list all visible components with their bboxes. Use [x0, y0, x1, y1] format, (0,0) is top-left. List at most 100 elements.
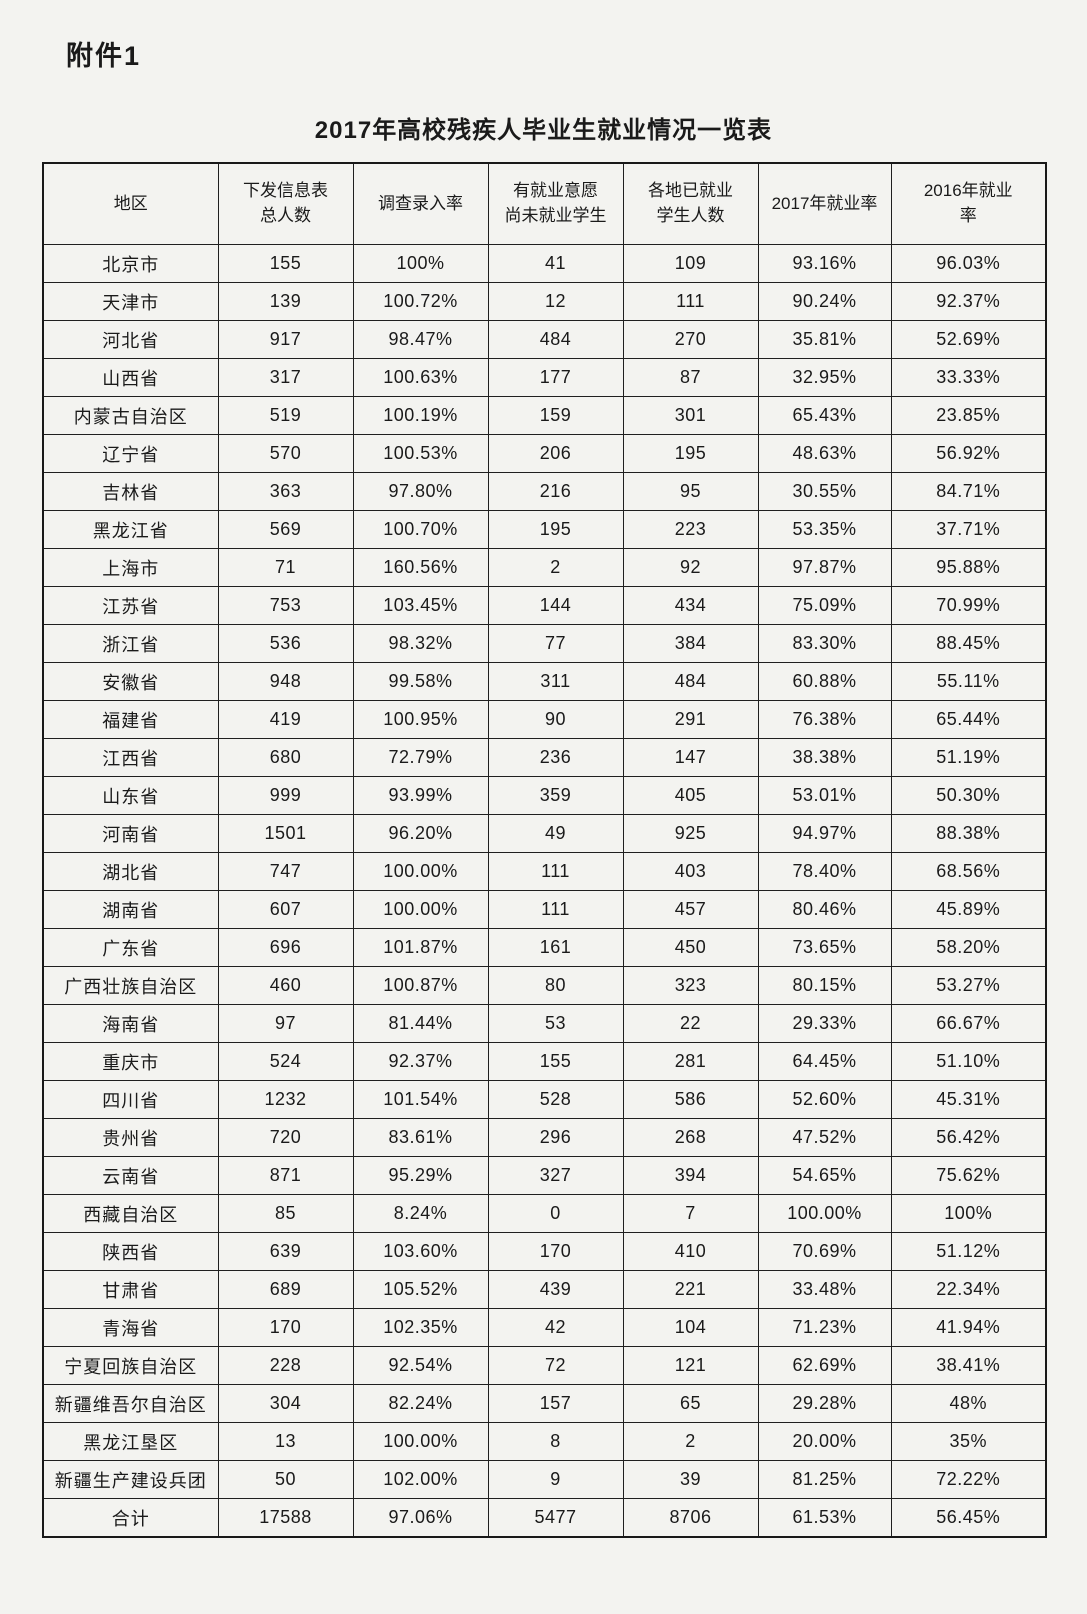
value-cell: 73.65%	[757, 928, 892, 967]
value-cell: 13	[217, 1422, 354, 1461]
value-cell: 30.55%	[757, 472, 892, 511]
table-row: 新疆维吾尔自治区 304 82.24% 157 65 29.28% 48%	[42, 1384, 1047, 1423]
table-header-row: 地区 下发信息表 总人数 调查录入率 有就业意愿 尚未就业学生 各地已就业 学生人数 20…	[42, 162, 1047, 245]
value-cell: 696	[217, 928, 354, 967]
table-row: 云南省 871 95.29% 327 394 54.65% 75.62%	[42, 1156, 1047, 1195]
value-cell: 72	[487, 1346, 624, 1385]
value-cell: 80.15%	[757, 966, 892, 1005]
value-cell: 155	[217, 244, 354, 283]
value-cell: 38.41%	[890, 1346, 1047, 1385]
value-cell: 304	[217, 1384, 354, 1423]
value-cell: 48.63%	[757, 434, 892, 473]
column-header: 地区	[42, 162, 219, 245]
attachment-label: 附件1	[66, 41, 142, 71]
value-cell: 291	[622, 700, 759, 739]
value-cell: 2	[622, 1422, 759, 1461]
table-row: 广西壮族自治区 460 100.87% 80 323 80.15% 53.27%	[42, 966, 1047, 1005]
value-cell: 65	[622, 1384, 759, 1423]
value-cell: 90.24%	[757, 282, 892, 321]
value-cell: 206	[487, 434, 624, 473]
region-cell: 西藏自治区	[42, 1194, 219, 1233]
region-cell: 辽宁省	[42, 434, 219, 473]
region-cell: 青海省	[42, 1308, 219, 1347]
value-cell: 38.38%	[757, 738, 892, 777]
value-cell: 53.27%	[890, 966, 1047, 1005]
value-cell: 22.34%	[890, 1270, 1047, 1309]
region-cell: 新疆生产建设兵团	[42, 1460, 219, 1499]
region-cell: 黑龙江省	[42, 510, 219, 549]
value-cell: 109	[622, 244, 759, 283]
value-cell: 680	[217, 738, 354, 777]
value-cell: 82.24%	[352, 1384, 489, 1423]
value-cell: 2	[487, 548, 624, 587]
value-cell: 70.69%	[757, 1232, 892, 1271]
region-cell: 河北省	[42, 320, 219, 359]
value-cell: 528	[487, 1080, 624, 1119]
column-header: 各地已就业 学生人数	[622, 162, 759, 245]
value-cell: 88.45%	[890, 624, 1047, 663]
value-cell: 97.87%	[757, 548, 892, 587]
value-cell: 100.00%	[352, 852, 489, 891]
value-cell: 80	[487, 966, 624, 1005]
table-row: 吉林省 363 97.80% 216 95 30.55% 84.71%	[42, 472, 1047, 511]
region-cell: 贵州省	[42, 1118, 219, 1157]
value-cell: 111	[487, 852, 624, 891]
value-cell: 236	[487, 738, 624, 777]
region-cell: 湖北省	[42, 852, 219, 891]
value-cell: 871	[217, 1156, 354, 1195]
value-cell: 60.88%	[757, 662, 892, 701]
value-cell: 56.42%	[890, 1118, 1047, 1157]
value-cell: 569	[217, 510, 354, 549]
value-cell: 536	[217, 624, 354, 663]
region-cell: 黑龙江垦区	[42, 1422, 219, 1461]
value-cell: 159	[487, 396, 624, 435]
value-cell: 7	[622, 1194, 759, 1233]
table-row: 青海省 170 102.35% 42 104 71.23% 41.94%	[42, 1308, 1047, 1347]
value-cell: 64.45%	[757, 1042, 892, 1081]
table-row: 贵州省 720 83.61% 296 268 47.52% 56.42%	[42, 1118, 1047, 1157]
region-cell: 山西省	[42, 358, 219, 397]
table-row: 陕西省 639 103.60% 170 410 70.69% 51.12%	[42, 1232, 1047, 1271]
value-cell: 17588	[217, 1498, 354, 1538]
value-cell: 94.97%	[757, 814, 892, 853]
value-cell: 170	[217, 1308, 354, 1347]
employment-table: 地区 下发信息表 总人数 调查录入率 有就业意愿 尚未就业学生 各地已就业 学生人数 20…	[42, 162, 1047, 1538]
value-cell: 9	[487, 1460, 624, 1499]
value-cell: 92.37%	[890, 282, 1047, 321]
region-cell: 云南省	[42, 1156, 219, 1195]
value-cell: 56.45%	[890, 1498, 1047, 1538]
value-cell: 102.00%	[352, 1460, 489, 1499]
value-cell: 55.11%	[890, 662, 1047, 701]
value-cell: 51.19%	[890, 738, 1047, 777]
value-cell: 65.43%	[757, 396, 892, 435]
value-cell: 53.01%	[757, 776, 892, 815]
region-cell: 陕西省	[42, 1232, 219, 1271]
value-cell: 221	[622, 1270, 759, 1309]
value-cell: 96.20%	[352, 814, 489, 853]
value-cell: 100.00%	[352, 1422, 489, 1461]
value-cell: 317	[217, 358, 354, 397]
value-cell: 98.47%	[352, 320, 489, 359]
value-cell: 311	[487, 662, 624, 701]
value-cell: 100.63%	[352, 358, 489, 397]
value-cell: 161	[487, 928, 624, 967]
table-row: 江西省 680 72.79% 236 147 38.38% 51.19%	[42, 738, 1047, 777]
region-cell: 广西壮族自治区	[42, 966, 219, 1005]
value-cell: 410	[622, 1232, 759, 1271]
value-cell: 103.45%	[352, 586, 489, 625]
value-cell: 39	[622, 1460, 759, 1499]
table-row: 宁夏回族自治区 228 92.54% 72 121 62.69% 38.41%	[42, 1346, 1047, 1385]
value-cell: 12	[487, 282, 624, 321]
value-cell: 47.52%	[757, 1118, 892, 1157]
value-cell: 81.44%	[352, 1004, 489, 1043]
value-cell: 87	[622, 358, 759, 397]
table-row: 江苏省 753 103.45% 144 434 75.09% 70.99%	[42, 586, 1047, 625]
value-cell: 419	[217, 700, 354, 739]
value-cell: 45.31%	[890, 1080, 1047, 1119]
value-cell: 160.56%	[352, 548, 489, 587]
table-row: 天津市 139 100.72% 12 111 90.24% 92.37%	[42, 282, 1047, 321]
table-row: 上海市 71 160.56% 2 92 97.87% 95.88%	[42, 548, 1047, 587]
table-row: 辽宁省 570 100.53% 206 195 48.63% 56.92%	[42, 434, 1047, 473]
region-cell: 吉林省	[42, 472, 219, 511]
table-row: 福建省 419 100.95% 90 291 76.38% 65.44%	[42, 700, 1047, 739]
